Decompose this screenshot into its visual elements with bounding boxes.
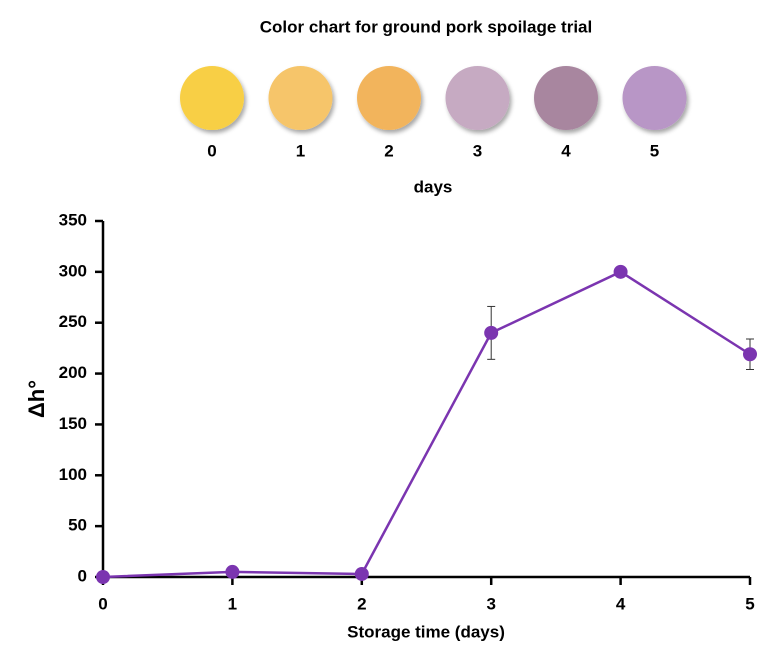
color-swatch	[180, 66, 244, 130]
data-point	[484, 326, 498, 340]
data-point	[225, 565, 239, 579]
y-tick-label: 150	[59, 414, 87, 433]
swatch-label: 5	[650, 141, 659, 160]
color-chart-title: Color chart for ground pork spoilage tri…	[260, 17, 592, 36]
x-tick-label: 2	[357, 594, 366, 613]
y-tick-label: 350	[59, 210, 87, 229]
x-tick-label: 5	[745, 594, 754, 613]
data-point	[614, 265, 628, 279]
color-swatch	[269, 66, 333, 130]
y-tick-label: 0	[78, 566, 87, 585]
color-swatch	[623, 66, 687, 130]
swatch-label: 4	[561, 141, 571, 160]
data-point	[355, 567, 369, 581]
x-tick-label: 3	[486, 594, 495, 613]
color-swatch	[534, 66, 598, 130]
x-tick-label: 0	[98, 594, 107, 613]
y-tick-label: 50	[68, 516, 87, 535]
swatch-label: 0	[207, 141, 216, 160]
color-swatch	[357, 66, 421, 130]
data-line	[103, 272, 750, 577]
swatch-label: 3	[473, 141, 482, 160]
y-tick-label: 100	[59, 465, 87, 484]
y-axis-title: Δh°	[24, 380, 49, 418]
data-point	[743, 347, 757, 361]
color-swatch	[446, 66, 510, 130]
swatch-label: 1	[296, 141, 305, 160]
color-chart-axis-label: days	[414, 177, 453, 196]
y-tick-label: 300	[59, 261, 87, 280]
swatch-label: 2	[384, 141, 393, 160]
y-tick-label: 250	[59, 312, 87, 331]
x-tick-label: 1	[228, 594, 237, 613]
x-tick-label: 4	[616, 594, 626, 613]
y-tick-label: 200	[59, 363, 87, 382]
x-axis-title: Storage time (days)	[347, 622, 505, 641]
figure: Color chart for ground pork spoilage tri…	[0, 0, 758, 645]
data-point	[96, 570, 110, 584]
